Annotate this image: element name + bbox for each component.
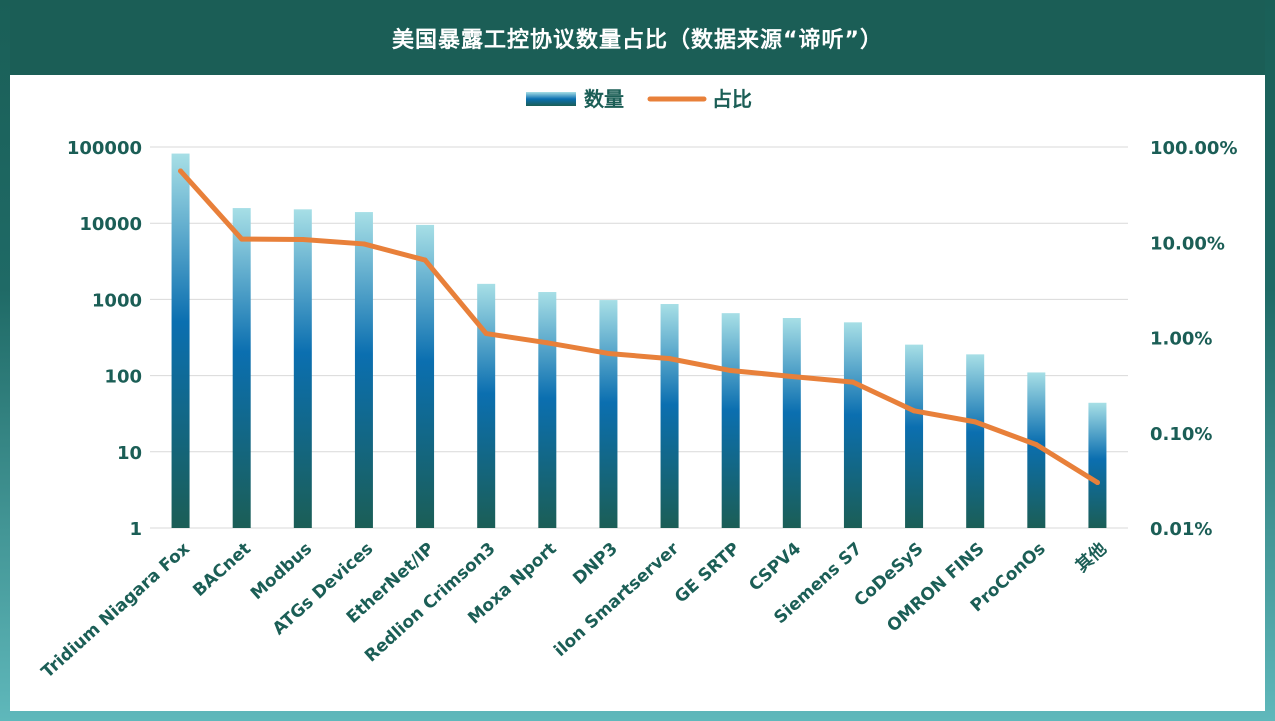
category-label: CSPV4 — [745, 539, 805, 596]
legend-bar-swatch — [526, 92, 576, 106]
chart-title: 美国暴露工控协议数量占比（数据来源“谛听”） — [392, 27, 883, 53]
y-right-tick-label: 1.00% — [1150, 329, 1212, 350]
y-left-tick-label: 10000 — [79, 214, 142, 235]
bar-12 — [843, 322, 862, 528]
share-line — [178, 168, 1100, 486]
category-label: 其他 — [1071, 538, 1110, 576]
bar-6 — [477, 283, 496, 528]
y-left-tick-label: 10 — [117, 443, 142, 464]
bar-15 — [1027, 372, 1046, 528]
y-left-tick-label: 100000 — [67, 138, 142, 159]
share-point-1 — [178, 168, 184, 174]
share-point-8 — [605, 350, 611, 356]
bar-3 — [293, 209, 312, 529]
category-label: BACnet — [189, 539, 255, 601]
share-point-3 — [300, 236, 306, 242]
share-point-4 — [361, 241, 367, 247]
share-point-11 — [789, 373, 795, 379]
bar-16 — [1088, 402, 1107, 528]
bar-8 — [599, 300, 618, 528]
bar-13 — [905, 344, 924, 528]
bar-7 — [538, 292, 557, 528]
category-label: DNP3 — [569, 539, 622, 589]
share-point-12 — [850, 379, 856, 385]
bar-1 — [171, 153, 190, 528]
share-point-7 — [544, 340, 550, 346]
bar-10 — [721, 313, 740, 528]
legend-label-count: 数量 — [584, 87, 624, 111]
bar-9 — [660, 304, 679, 528]
y-left-tick-label: 1 — [129, 519, 142, 540]
bar-4 — [354, 212, 373, 528]
y-right-tick-label: 100.00% — [1150, 138, 1238, 159]
chart-panel: 1 10 100 1000 10000 100000 0.01% 0.10% 1.00% 10.0… — [10, 75, 1265, 711]
bar-2 — [232, 208, 251, 529]
legend: 数量 占比 — [526, 87, 752, 111]
share-point-9 — [667, 356, 673, 362]
category-label: GE SRTP — [671, 539, 744, 607]
bar-11 — [782, 318, 801, 528]
legend-label-share: 占比 — [712, 87, 752, 111]
y-right-tick-label: 0.10% — [1150, 424, 1212, 445]
y-left-tick-label: 1000 — [92, 290, 142, 311]
y-right-tick-label: 0.01% — [1150, 519, 1212, 540]
y-right-tick-label: 10.00% — [1150, 233, 1225, 254]
share-point-6 — [483, 331, 489, 337]
y-left-tick-label: 100 — [104, 367, 142, 388]
share-point-10 — [728, 368, 734, 374]
category-label: Tridium Niagara Fox — [38, 539, 194, 682]
share-point-5 — [422, 257, 428, 263]
bar-14 — [966, 354, 985, 528]
share-point-16 — [1094, 480, 1100, 486]
share-point-13 — [911, 408, 917, 414]
bar-5 — [416, 224, 435, 528]
chart-svg: 1 10 100 1000 10000 100000 0.01% 0.10% 1.00% 10.0… — [38, 87, 1238, 682]
header-bar: 美国暴露工控协议数量占比（数据来源“谛听”） — [10, 0, 1265, 75]
share-point-2 — [239, 236, 245, 242]
share-point-15 — [1033, 442, 1039, 448]
share-point-14 — [972, 419, 978, 425]
